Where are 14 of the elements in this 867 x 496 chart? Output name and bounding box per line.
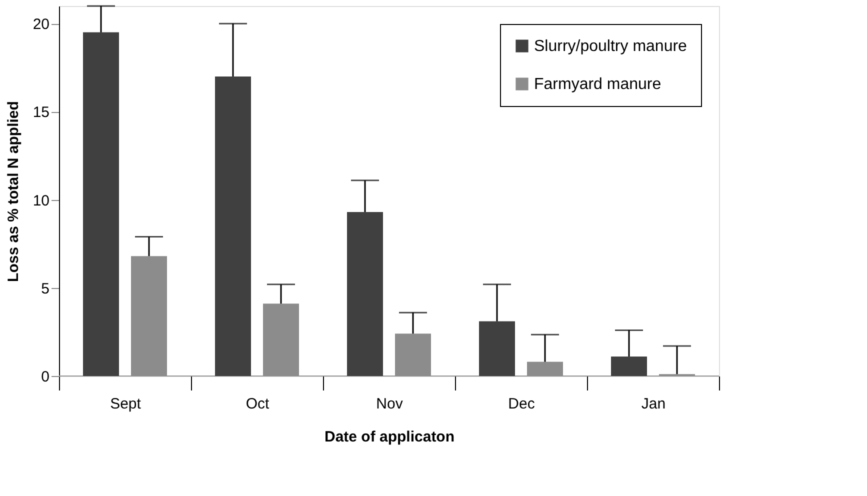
y-axis-title: Loss as % total N applied <box>4 101 22 282</box>
legend-label: Slurry/poultry manure <box>534 38 688 55</box>
y-tick-label: 5 <box>41 280 50 298</box>
y-tick-label: 15 <box>32 104 50 122</box>
x-tick-label: Jan <box>641 396 666 412</box>
x-tick-label: Nov <box>376 396 404 412</box>
y-tick-label: 20 <box>32 16 50 34</box>
y-tick-label: 10 <box>32 192 50 210</box>
legend-label: Farmyard manure <box>534 76 662 93</box>
y-tick-label: 0 <box>41 368 50 386</box>
x-tick-label: Sept <box>110 396 142 412</box>
x-axis-title: Date of applicaton <box>324 428 455 446</box>
x-tick-label: Oct <box>246 396 270 412</box>
x-tick-label: Dec <box>508 396 536 412</box>
